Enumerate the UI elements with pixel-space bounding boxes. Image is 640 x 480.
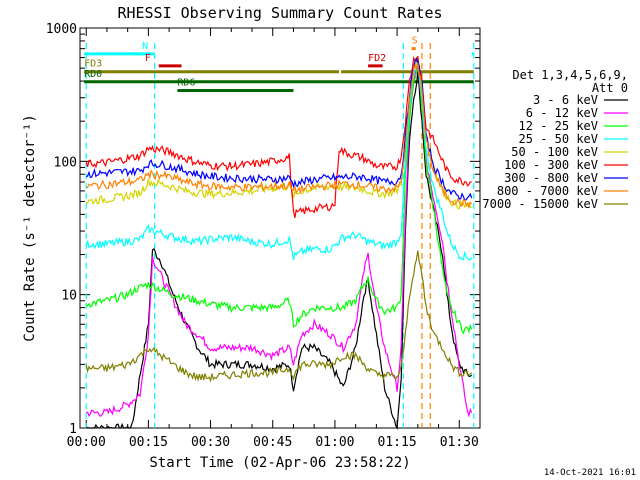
series-line-3-6-kev bbox=[85, 72, 473, 431]
flag-label-n: N bbox=[142, 41, 148, 52]
x-tick-label: 00:30 bbox=[191, 435, 230, 450]
x-tick-labels: 00:00 00:15 00:30 00:45 01:00 01:15 01:30 bbox=[67, 435, 479, 450]
vertical-markers bbox=[85, 43, 475, 428]
series-layer bbox=[85, 55, 473, 431]
y-tick-labels: 1 10 100 1000 bbox=[46, 22, 77, 437]
series-line-25-50-kev bbox=[85, 55, 473, 261]
series-line-800-7000-kev bbox=[86, 63, 473, 210]
legend-label: 12 - 25 keV bbox=[519, 119, 598, 133]
legend-label: 100 - 300 keV bbox=[504, 158, 598, 172]
flag-label-rd6: RD6 bbox=[177, 77, 195, 88]
x-tick-label: 00:45 bbox=[253, 435, 292, 450]
x-tick-label: 01:30 bbox=[440, 435, 479, 450]
series-line-12-25-kev bbox=[85, 59, 473, 335]
legend-label: 7000 - 15000 keV bbox=[482, 197, 598, 211]
flag-label-fd3: FD3 bbox=[84, 59, 102, 70]
x-tick-label: 01:15 bbox=[378, 435, 417, 450]
series-line-100-300-kev bbox=[85, 55, 472, 219]
legend-title-line-2: Att 0 bbox=[592, 81, 628, 95]
series-line-300-800-kev bbox=[86, 57, 473, 201]
legend-label: 300 - 800 keV bbox=[504, 171, 598, 185]
y-axis-label: Count Rate (s⁻¹ detector⁻¹) bbox=[22, 114, 38, 342]
x-tick-label: 00:15 bbox=[129, 435, 168, 450]
legend-label: 25 - 50 keV bbox=[519, 132, 598, 146]
legend-label: 3 - 6 keV bbox=[533, 93, 598, 107]
flag-label-rd0: RD0 bbox=[84, 69, 102, 80]
x-tick-label: 00:00 bbox=[67, 435, 106, 450]
legend-label: 50 - 100 keV bbox=[511, 145, 598, 159]
legend-label: 800 - 7000 keV bbox=[497, 184, 598, 198]
x-axis-label: Start Time (02-Apr-06 23:58:22) bbox=[149, 455, 410, 471]
x-tick-label: 01:00 bbox=[315, 435, 354, 450]
legend-label: 6 - 12 keV bbox=[526, 106, 598, 120]
flag-label-s: S bbox=[412, 36, 418, 47]
plot-frame bbox=[79, 27, 481, 429]
y-tick-label: 1000 bbox=[46, 22, 77, 37]
axis-ticks bbox=[80, 28, 480, 429]
flag-label-fd2: FD2 bbox=[368, 53, 386, 64]
y-tick-label: 10 bbox=[61, 289, 77, 304]
series-line-7000-15000-kev bbox=[85, 250, 473, 383]
timestamp-label: 14-Oct-2021 16:01 bbox=[544, 468, 636, 478]
legend-title-line-1: Det 1,3,4,5,6,9, bbox=[512, 68, 628, 82]
y-tick-label: 1 bbox=[69, 422, 77, 437]
flag-label-f: F bbox=[145, 53, 151, 64]
chart-title: RHESSI Observing Summary Count Rates bbox=[117, 4, 442, 22]
series-line-6-12-kev bbox=[86, 65, 473, 418]
y-tick-label: 100 bbox=[54, 155, 77, 170]
